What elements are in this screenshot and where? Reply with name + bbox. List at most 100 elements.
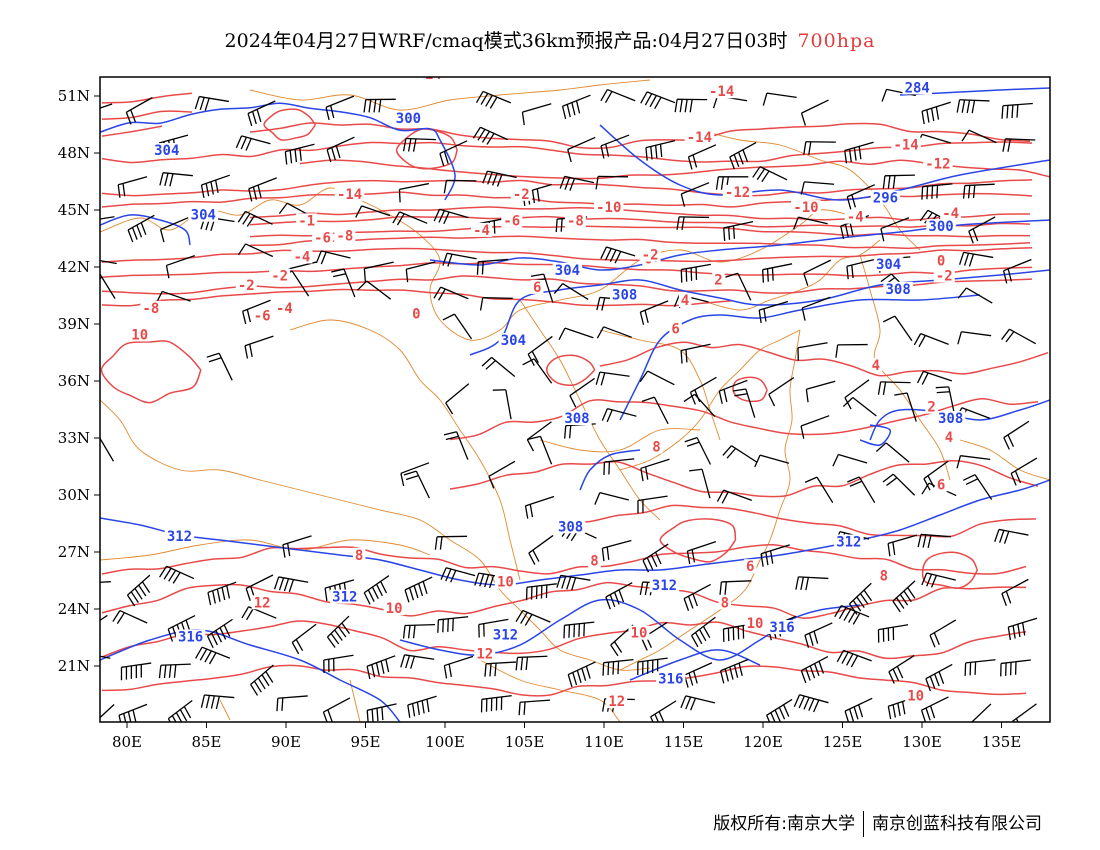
isotherm-line bbox=[921, 551, 978, 590]
wind-barb bbox=[716, 489, 753, 504]
wind-barb bbox=[836, 649, 872, 668]
wind-barb bbox=[645, 139, 676, 161]
lat-label: 42N bbox=[58, 258, 90, 276]
contour-label: 10 bbox=[747, 616, 764, 632]
wind-barb bbox=[326, 615, 350, 648]
contour-label: 12 bbox=[476, 647, 493, 663]
wind-barb bbox=[442, 313, 473, 340]
wind-barb bbox=[600, 246, 636, 264]
wind-barb bbox=[237, 243, 274, 258]
contour-label-bg bbox=[933, 268, 955, 283]
wind-barb bbox=[480, 695, 512, 713]
wind-barb bbox=[567, 136, 596, 163]
contour-label-bg bbox=[609, 287, 640, 302]
contour-label: -14 bbox=[416, 67, 441, 83]
isotherm-line bbox=[249, 225, 1031, 238]
contour-label: 304 bbox=[555, 263, 580, 279]
copyright-left: 版权所有:南京大学 bbox=[713, 814, 855, 834]
wind-barb bbox=[877, 381, 911, 395]
wind-barb bbox=[100, 704, 115, 719]
contour-label: -12 bbox=[925, 156, 950, 172]
wind-barb bbox=[929, 619, 957, 648]
border-line bbox=[249, 79, 651, 111]
geopotential-line bbox=[100, 102, 456, 201]
wind-barb bbox=[527, 435, 553, 465]
wind-barb bbox=[793, 694, 829, 713]
contour-label-bg bbox=[706, 84, 737, 99]
wind-barb bbox=[718, 379, 748, 404]
wind-barb bbox=[639, 300, 669, 325]
lat-label: 51N bbox=[58, 87, 90, 105]
wind-barb bbox=[842, 397, 877, 417]
wind-barb bbox=[768, 377, 795, 407]
lat-label: 45N bbox=[58, 201, 90, 219]
map-title: 2024年04月27日WRF/cmaq模式36km预报产品:04月27日03时 7… bbox=[0, 26, 1100, 53]
wind-barb bbox=[400, 462, 430, 487]
wind-barb bbox=[800, 415, 830, 439]
wind-barb bbox=[594, 492, 630, 505]
wind-barb bbox=[600, 88, 636, 104]
wind-barb bbox=[605, 582, 633, 610]
wind-barb bbox=[206, 618, 233, 648]
wind-barb bbox=[719, 580, 752, 595]
wind-barb bbox=[882, 473, 916, 496]
wind-barb bbox=[235, 135, 271, 151]
wind-barb bbox=[602, 658, 634, 676]
border-line bbox=[100, 539, 431, 561]
wind-barb bbox=[250, 664, 274, 696]
isotherm-line bbox=[101, 141, 1033, 164]
wind-barb bbox=[443, 179, 477, 194]
contour-label: -2 bbox=[642, 248, 659, 264]
contour-label: -14 bbox=[687, 130, 712, 146]
wind-barb bbox=[325, 95, 355, 121]
contour-label-bg bbox=[883, 281, 913, 296]
contour-label-bg bbox=[940, 205, 962, 220]
wind-barb bbox=[888, 655, 915, 684]
wind-barb bbox=[159, 172, 193, 187]
border-line bbox=[349, 679, 361, 722]
contour-label-bg bbox=[588, 553, 601, 568]
contour-label: -2 bbox=[238, 278, 255, 294]
wind-barb bbox=[244, 335, 274, 359]
wind-barb bbox=[515, 655, 548, 671]
contour-label: 308 bbox=[564, 411, 589, 427]
wind-barb bbox=[762, 92, 797, 106]
wind-barb bbox=[877, 624, 909, 643]
wind-barb bbox=[100, 437, 115, 462]
wind-barb bbox=[968, 216, 996, 244]
wind-barb bbox=[200, 694, 235, 710]
contour-label: 304 bbox=[154, 143, 179, 159]
contour-label: 296 bbox=[873, 191, 898, 207]
contour-label: 312 bbox=[836, 535, 861, 551]
lat-label: 24N bbox=[58, 600, 90, 618]
contour-label-bg bbox=[925, 399, 938, 414]
wind-barb bbox=[398, 182, 429, 203]
wind-barb bbox=[363, 261, 394, 282]
footer-divider bbox=[863, 811, 864, 837]
geopotential-line bbox=[859, 424, 892, 447]
contour-label-bg bbox=[712, 272, 725, 287]
wind-barb bbox=[962, 183, 995, 199]
contour-label-bg bbox=[235, 278, 257, 292]
wind-barb bbox=[167, 699, 193, 722]
wind-barb bbox=[400, 654, 435, 669]
lon-label: 80E bbox=[112, 733, 142, 751]
wind-barb bbox=[834, 605, 870, 625]
contour-label: -2 bbox=[271, 269, 288, 285]
isotherm-line bbox=[395, 128, 458, 170]
wind-barb bbox=[207, 581, 237, 606]
wind-barb bbox=[357, 280, 392, 300]
contour-label: 316 bbox=[178, 630, 203, 646]
wind-barb bbox=[366, 703, 397, 722]
wind-barb bbox=[405, 261, 436, 283]
wind-barb bbox=[887, 534, 918, 557]
wind-barb bbox=[484, 661, 517, 677]
wind-barb bbox=[125, 96, 153, 125]
contour-label: 6 bbox=[746, 559, 754, 575]
wind-barb bbox=[689, 376, 717, 405]
wind-barb bbox=[752, 166, 788, 183]
contour-label-bg bbox=[188, 207, 219, 222]
wind-barb bbox=[558, 327, 594, 340]
isotherm-line bbox=[249, 122, 1031, 150]
